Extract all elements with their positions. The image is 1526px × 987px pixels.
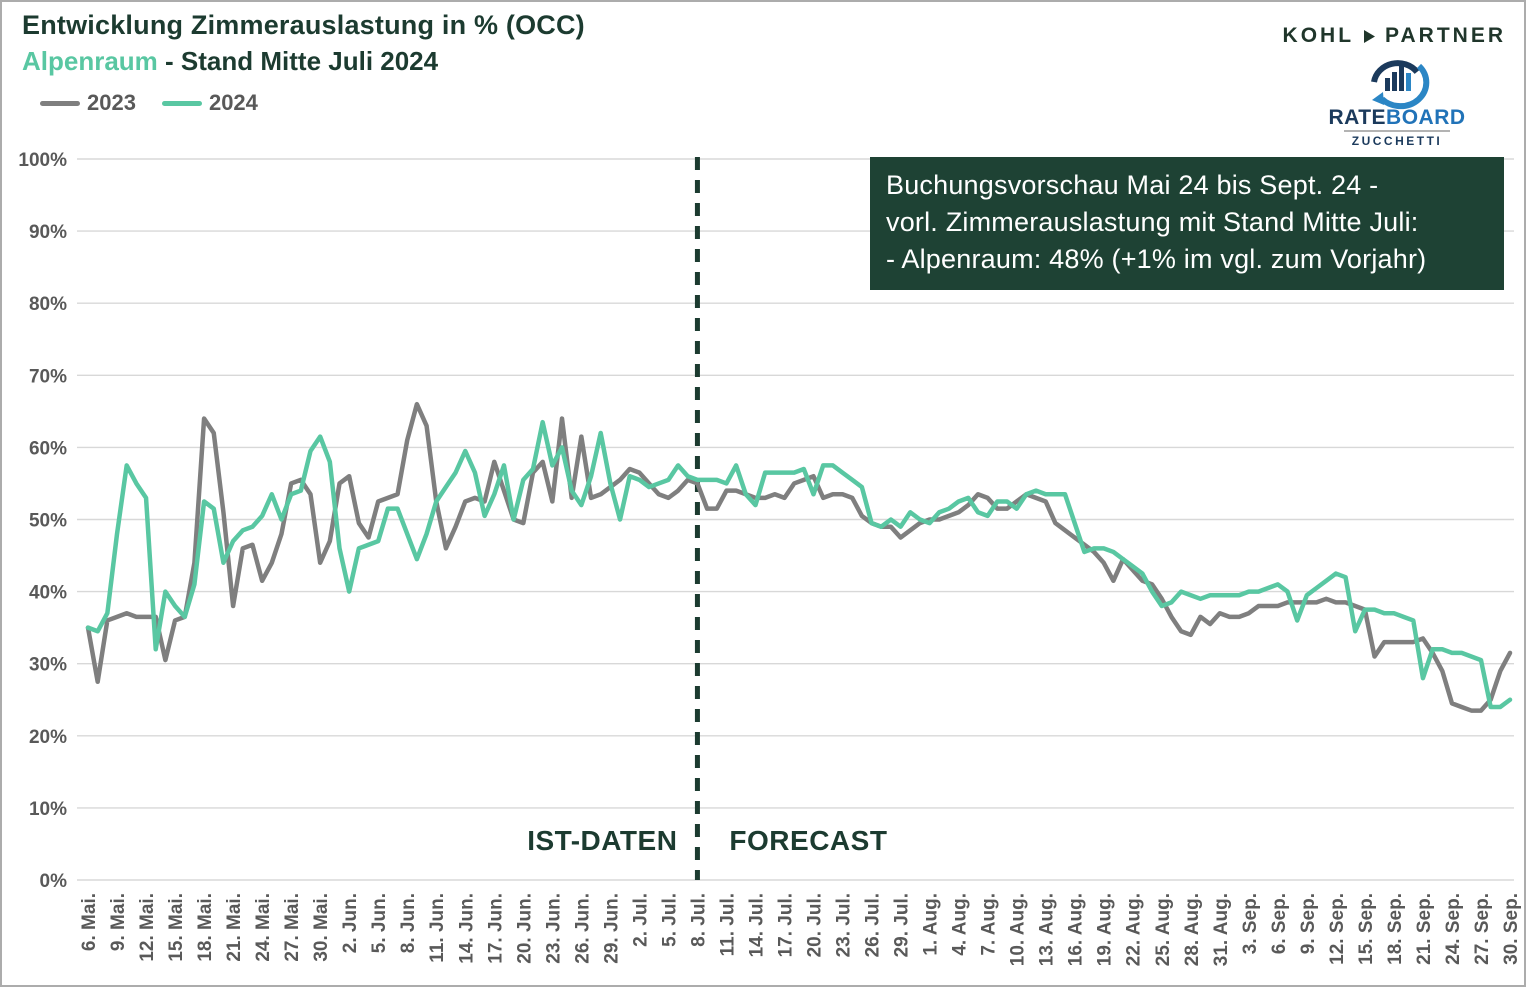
rateboard-logo-graphic: RATEBOARD ZUCCHETTI — [1328, 60, 1465, 148]
page-title: Entwicklung Zimmerauslastung in % (OCC) — [22, 10, 585, 40]
svg-text:28. Aug.: 28. Aug. — [1182, 893, 1203, 966]
svg-text:18. Mai.: 18. Mai. — [195, 893, 216, 962]
rateboard-swirl-icon — [1371, 60, 1430, 110]
svg-text:20. Jul.: 20. Jul. — [805, 893, 826, 957]
kohl-partner-logo: KOHL PARTNER — [1283, 24, 1506, 48]
annotation-line-2: vorl. Zimmerauslastung mit Stand Mitte J… — [886, 207, 1419, 237]
subtitle-rest: - Stand Mitte Juli 2024 — [157, 46, 439, 76]
svg-text:14. Jun.: 14. Jun. — [456, 893, 477, 964]
svg-text:8. Jul.: 8. Jul. — [688, 893, 709, 947]
svg-text:FORECAST: FORECAST — [729, 825, 887, 856]
svg-text:12. Sep.: 12. Sep. — [1327, 893, 1348, 965]
page-subtitle: Alpenraum - Stand Mitte Juli 2024 — [22, 46, 438, 77]
svg-text:5. Jun.: 5. Jun. — [369, 893, 390, 953]
svg-text:27. Mai.: 27. Mai. — [282, 893, 303, 962]
svg-text:21. Mai.: 21. Mai. — [224, 893, 245, 962]
rateboard-logo: RATEBOARD ZUCCHETTI — [1322, 48, 1472, 153]
svg-text:9. Sep.: 9. Sep. — [1298, 893, 1319, 954]
svg-text:2. Jul.: 2. Jul. — [630, 893, 651, 947]
svg-text:17. Jul.: 17. Jul. — [775, 893, 796, 957]
svg-text:29. Jul.: 29. Jul. — [892, 893, 913, 957]
svg-text:11. Jul.: 11. Jul. — [717, 893, 738, 956]
svg-text:15. Sep.: 15. Sep. — [1356, 893, 1377, 965]
svg-text:26. Jul.: 26. Jul. — [863, 893, 884, 957]
svg-text:4. Aug.: 4. Aug. — [950, 893, 971, 956]
svg-text:IST-DATEN: IST-DATEN — [527, 825, 677, 856]
svg-text:70%: 70% — [29, 366, 67, 387]
svg-text:16. Aug.: 16. Aug. — [1066, 893, 1087, 966]
svg-text:3. Sep.: 3. Sep. — [1240, 893, 1261, 954]
subtitle-region-highlight: Alpenraum — [22, 46, 158, 76]
rateboard-text-zucchetti: ZUCCHETTI — [1352, 134, 1443, 148]
svg-text:100%: 100% — [18, 150, 67, 171]
svg-text:27. Sep.: 27. Sep. — [1472, 893, 1493, 965]
svg-text:20%: 20% — [29, 727, 67, 748]
svg-text:18. Sep.: 18. Sep. — [1385, 893, 1406, 965]
legend-swatch-2023 — [40, 100, 80, 106]
svg-text:9. Mai.: 9. Mai. — [108, 893, 129, 951]
forecast-annotation-box: Buchungsvorschau Mai 24 bis Sept. 24 - v… — [870, 157, 1504, 290]
rateboard-text-rate: RATE — [1328, 106, 1386, 129]
svg-text:10. Aug.: 10. Aug. — [1008, 893, 1029, 966]
svg-text:25. Aug.: 25. Aug. — [1153, 893, 1174, 966]
svg-text:6. Mai.: 6. Mai. — [79, 893, 100, 951]
svg-text:31. Aug.: 31. Aug. — [1211, 893, 1232, 966]
svg-text:24. Sep.: 24. Sep. — [1443, 893, 1464, 965]
svg-text:60%: 60% — [29, 438, 67, 459]
svg-text:29. Jun.: 29. Jun. — [601, 893, 622, 964]
svg-text:20. Jun.: 20. Jun. — [514, 893, 535, 964]
svg-text:14. Jul.: 14. Jul. — [746, 893, 767, 957]
svg-text:RATEBOARD: RATEBOARD — [1328, 106, 1465, 129]
svg-text:21. Sep.: 21. Sep. — [1414, 893, 1435, 965]
legend-label-2024: 2024 — [208, 90, 258, 115]
svg-text:12. Mai.: 12. Mai. — [137, 893, 158, 962]
svg-text:50%: 50% — [29, 511, 67, 532]
svg-text:1. Aug.: 1. Aug. — [921, 893, 942, 956]
svg-text:90%: 90% — [29, 222, 67, 243]
svg-text:30. Mai.: 30. Mai. — [311, 893, 332, 962]
svg-text:13. Aug.: 13. Aug. — [1037, 893, 1058, 966]
svg-text:22. Aug.: 22. Aug. — [1124, 893, 1145, 966]
svg-text:80%: 80% — [29, 294, 67, 315]
svg-text:26. Jun.: 26. Jun. — [572, 893, 593, 964]
annotation-line-3: - Alpenraum: 48% (+1% im vgl. zum Vorjah… — [886, 244, 1427, 274]
svg-text:5. Jul.: 5. Jul. — [659, 893, 680, 947]
svg-text:7. Aug.: 7. Aug. — [979, 893, 1000, 956]
svg-text:11. Jun.: 11. Jun. — [427, 893, 448, 963]
svg-text:30%: 30% — [29, 655, 67, 676]
annotation-line-1: Buchungsvorschau Mai 24 bis Sept. 24 - — [886, 170, 1379, 200]
kohl-partner-right: PARTNER — [1385, 24, 1506, 47]
legend-label-2023: 2023 — [87, 90, 136, 115]
svg-text:23. Jun.: 23. Jun. — [543, 893, 564, 964]
svg-text:6. Sep.: 6. Sep. — [1269, 893, 1290, 954]
legend-item-2023: 2023 — [40, 90, 136, 116]
svg-text:2. Jun.: 2. Jun. — [340, 893, 361, 953]
kohl-partner-left: KOHL — [1282, 24, 1355, 47]
svg-text:15. Mai.: 15. Mai. — [166, 893, 187, 962]
svg-text:10%: 10% — [29, 799, 67, 820]
rateboard-text-board: BOARD — [1386, 106, 1466, 129]
svg-text:40%: 40% — [29, 583, 67, 604]
svg-text:23. Jul.: 23. Jul. — [834, 893, 855, 957]
legend-swatch-2024 — [161, 100, 202, 106]
svg-text:19. Aug.: 19. Aug. — [1095, 893, 1116, 966]
svg-text:0%: 0% — [40, 871, 68, 892]
svg-text:24. Mai.: 24. Mai. — [253, 893, 274, 962]
svg-text:30. Sep.: 30. Sep. — [1501, 893, 1522, 965]
arrow-right-icon — [1364, 29, 1376, 43]
svg-text:8. Jun.: 8. Jun. — [398, 893, 419, 953]
svg-text:17. Jun.: 17. Jun. — [485, 893, 506, 964]
legend-item-2024: 2024 — [161, 90, 258, 116]
chart-legend: 2023 2024 — [40, 90, 258, 116]
